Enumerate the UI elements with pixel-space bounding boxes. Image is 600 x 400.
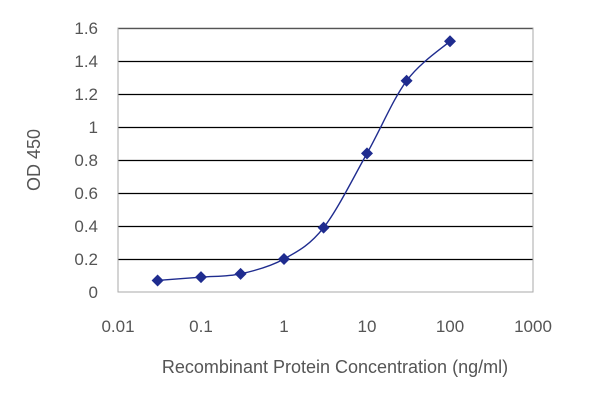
data-point bbox=[151, 274, 164, 287]
y-tick-label: 0.8 bbox=[74, 151, 98, 170]
y-tick-label: 0.6 bbox=[74, 184, 98, 203]
x-tick-label: 1 bbox=[279, 317, 288, 336]
x-axis: 0.01 0.1 1 10 100 1000 bbox=[101, 317, 551, 336]
plot-area: 0.01 0.1 1 10 100 1000 0 0.2 0.4 0.6 0.8 1 1.2 1.4 1.… bbox=[74, 19, 552, 336]
y-tick-label: 1 bbox=[89, 118, 98, 137]
x-tick-label: 1000 bbox=[514, 317, 552, 336]
data-point bbox=[361, 147, 373, 160]
y-tick-label: 1.6 bbox=[74, 19, 98, 38]
plot-frame bbox=[117, 27, 534, 293]
data-point bbox=[317, 221, 330, 234]
data-point bbox=[278, 253, 290, 265]
data-point bbox=[195, 271, 207, 284]
data-point bbox=[400, 74, 413, 87]
y-tick-label: 0.4 bbox=[74, 217, 98, 236]
y-tick-label: 1.2 bbox=[74, 85, 98, 104]
y-tick-label: 1.4 bbox=[74, 52, 98, 71]
series-curve bbox=[157, 40, 451, 282]
x-tick-label: 0.01 bbox=[101, 317, 134, 336]
y-tick-label: 0 bbox=[89, 283, 98, 302]
y-axis: 0 0.2 0.4 0.6 0.8 1 1.2 1.4 1.6 bbox=[74, 19, 98, 302]
x-tick-label: 0.1 bbox=[189, 317, 213, 336]
series-points bbox=[151, 35, 456, 287]
x-tick-label: 100 bbox=[436, 317, 464, 336]
y-axis-title: OD 450 bbox=[24, 129, 44, 191]
x-tick-label: 10 bbox=[358, 317, 377, 336]
data-point bbox=[444, 35, 456, 48]
data-point bbox=[234, 267, 247, 280]
x-axis-title: Recombinant Protein Concentration (ng/ml… bbox=[162, 357, 508, 377]
y-tick-label: 0.2 bbox=[74, 250, 98, 269]
